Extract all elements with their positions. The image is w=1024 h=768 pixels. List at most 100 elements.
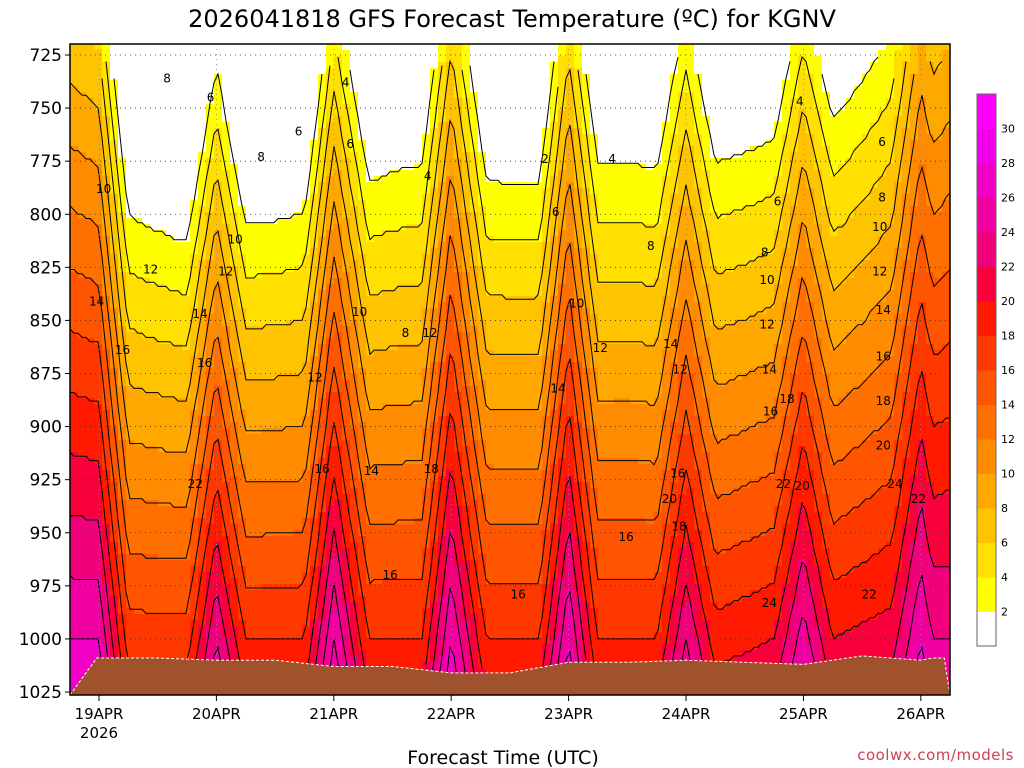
temperature-cell (166, 518, 175, 525)
temperature-cell (414, 608, 423, 615)
temperature-cell (262, 362, 271, 369)
temperature-cell (326, 206, 335, 213)
temperature-cell (150, 434, 159, 441)
temperature-cell (342, 122, 351, 129)
temperature-cell (86, 458, 95, 465)
temperature-cell (126, 314, 135, 321)
temperature-cell (278, 602, 287, 609)
temperature-cell (406, 620, 415, 627)
temperature-cell (126, 374, 135, 381)
temperature-cell (150, 398, 159, 405)
temperature-cell (110, 182, 119, 189)
temperature-cell (214, 254, 223, 261)
temperature-cell (238, 398, 247, 405)
temperature-cell (254, 440, 263, 447)
temperature-cell (414, 344, 423, 351)
temperature-cell (150, 410, 159, 417)
temperature-cell (246, 644, 255, 651)
temperature-cell (358, 614, 367, 621)
temperature-cell (294, 236, 303, 243)
temperature-cell (302, 392, 311, 399)
temperature-cell (78, 536, 87, 543)
temperature-cell (150, 374, 159, 381)
temperature-cell (94, 440, 103, 447)
temperature-cell (422, 398, 431, 405)
temperature-cell (422, 110, 431, 117)
temperature-cell (246, 260, 255, 267)
temperature-cell (350, 362, 359, 369)
temperature-cell (422, 68, 431, 75)
temperature-cell (198, 134, 207, 141)
temperature-cell (118, 560, 127, 567)
temperature-cell (262, 338, 271, 345)
temperature-cell (318, 512, 327, 519)
temperature-cell (398, 500, 407, 507)
temperature-cell (102, 92, 111, 99)
temperature-cell (390, 626, 399, 633)
temperature-cell (422, 284, 431, 291)
temperature-cell (70, 650, 79, 657)
temperature-cell (278, 170, 287, 177)
temperature-cell (366, 170, 375, 177)
temperature-cell (270, 158, 279, 165)
temperature-cell (350, 128, 359, 135)
temperature-cell (318, 374, 327, 381)
temperature-cell (302, 272, 311, 279)
temperature-cell (206, 338, 215, 345)
temperature-cell (326, 590, 335, 597)
temperature-cell (86, 266, 95, 273)
temperature-cell (366, 572, 375, 579)
temperature-cell (334, 434, 343, 441)
temperature-cell (238, 470, 247, 477)
temperature-cell (390, 470, 399, 477)
temperature-cell (350, 572, 359, 579)
temperature-cell (254, 344, 263, 351)
temperature-cell (254, 104, 263, 111)
temperature-cell (102, 86, 111, 93)
temperature-cell (366, 578, 375, 585)
temperature-cell (414, 662, 423, 669)
temperature-cell (70, 284, 79, 291)
temperature-cell (382, 350, 391, 357)
temperature-cell (414, 338, 423, 345)
temperature-cell (286, 194, 295, 201)
temperature-cell (126, 638, 135, 645)
temperature-cell (206, 44, 215, 51)
temperature-cell (254, 536, 263, 543)
temperature-cell (70, 296, 79, 303)
temperature-cell (422, 476, 431, 483)
temperature-cell (198, 644, 207, 651)
temperature-cell (406, 584, 415, 591)
temperature-cell (326, 542, 335, 549)
temperature-cell (342, 518, 351, 525)
temperature-cell (166, 254, 175, 261)
temperature-cell (134, 332, 143, 339)
temperature-cell (118, 488, 127, 495)
temperature-cell (278, 284, 287, 291)
temperature-cell (166, 404, 175, 411)
temperature-cell (366, 308, 375, 315)
temperature-cell (78, 650, 87, 657)
temperature-cell (78, 248, 87, 255)
temperature-cell (78, 272, 87, 279)
temperature-cell (110, 590, 119, 597)
temperature-cell (190, 572, 199, 579)
temperature-cell (166, 188, 175, 195)
temperature-cell (246, 530, 255, 537)
temperature-cell (238, 500, 247, 507)
temperature-cell (318, 290, 327, 297)
temperature-cell (430, 440, 439, 447)
temperature-cell (350, 230, 359, 237)
temperature-cell (422, 74, 431, 81)
temperature-cell (166, 446, 175, 453)
temperature-cell (78, 116, 87, 123)
temperature-cell (358, 296, 367, 303)
temperature-cell (198, 266, 207, 273)
temperature-cell (334, 92, 343, 99)
temperature-cell (374, 452, 383, 459)
temperature-cell (142, 320, 151, 327)
temperature-cell (142, 596, 151, 603)
temperature-cell (86, 56, 95, 63)
temperature-cell (430, 50, 439, 57)
temperature-cell (278, 554, 287, 561)
